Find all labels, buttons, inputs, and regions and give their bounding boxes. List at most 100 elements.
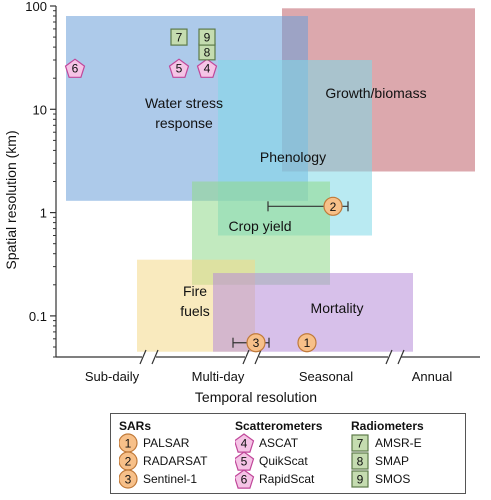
- y-axis-label: Spatial resolution (km): [3, 130, 19, 269]
- legend-marker: 7: [351, 434, 369, 452]
- legend-marker-9: 9: [351, 470, 369, 488]
- marker-shape: [297, 333, 317, 353]
- legend-label: SMOS: [375, 472, 411, 486]
- legend-item: 4 ASCAT: [235, 433, 322, 453]
- legend-marker-3: 3: [119, 469, 138, 489]
- legend-marker-5: 5: [235, 451, 255, 471]
- sensor-marker-5: 5: [168, 58, 190, 78]
- marker-number: 1: [125, 437, 132, 451]
- x-tick-label: Multi-day: [192, 369, 245, 384]
- marker-number: 5: [241, 455, 248, 469]
- y-tick-label: 1: [40, 206, 47, 221]
- legend-item: 1 PALSAR: [119, 433, 207, 453]
- sensor-marker-9: 9: [198, 28, 216, 46]
- marker-shape: [351, 434, 369, 452]
- legend-label: SMAP: [375, 454, 410, 468]
- legend-label: RapidScat: [259, 472, 315, 486]
- legend-marker: 9: [351, 470, 369, 488]
- legend-label: AMSR-E: [375, 436, 422, 450]
- marker-number: 2: [125, 455, 132, 469]
- marker-number: 8: [357, 455, 364, 469]
- marker-shape: [235, 469, 255, 489]
- marker-number: 5: [176, 62, 183, 76]
- marker-shape: [196, 58, 218, 78]
- regions-layer: [66, 8, 475, 352]
- marker-shape: [323, 196, 343, 216]
- marker-shape: [198, 28, 216, 46]
- y-tick-label: 0.1: [29, 309, 47, 324]
- marker-shape: [168, 58, 190, 78]
- marker-number: 9: [357, 473, 364, 487]
- legend-marker: 5: [235, 451, 255, 471]
- legend-label: PALSAR: [143, 436, 190, 450]
- legend-item: 2 RADARSAT: [119, 451, 208, 471]
- region-label: Crop yield: [228, 218, 291, 234]
- sensor-marker-2: 2: [323, 196, 343, 216]
- marker-number: 3: [253, 336, 260, 350]
- chart-canvas: 100 10 1 0.1 Sub-daily Multi-day Seasonal Annua…: [3, 0, 480, 405]
- legend-group-scatterometers: Scatterometers 4 ASCAT 5 QuikScat 6 RapidScat: [235, 418, 323, 489]
- legend-marker: 2: [119, 451, 138, 471]
- y-tick-label: 10: [33, 102, 47, 117]
- marker-number: 2: [330, 200, 337, 214]
- axes-layer: 100 10 1 0.1 Sub-daily Multi-day Seasonal Annua…: [25, 0, 480, 384]
- x-axis-label: Temporal resolution: [195, 389, 317, 405]
- axis-break: [385, 349, 393, 365]
- sensor-marker-4: 4: [196, 58, 218, 78]
- legend-marker-8: 8: [351, 452, 369, 470]
- axis-break: [254, 349, 262, 365]
- region-label: Water stress: [145, 95, 223, 111]
- legend-item: 9 SMOS: [351, 470, 424, 488]
- legend-group-sars: SARs 1 PALSAR 2 RADARSAT 3 Sentinel-1: [119, 418, 208, 489]
- marker-number: 6: [72, 62, 79, 76]
- sensor-marker-3: 3: [246, 333, 266, 353]
- legend-group-radiometers: Radiometers 7 AMSR-E 8 SMAP 9 SMOS: [351, 418, 424, 488]
- marker-number: 9: [204, 31, 211, 45]
- region-label: response: [155, 115, 213, 131]
- y-tick-label: 100: [25, 0, 47, 14]
- legend-item: 5 QuikScat: [235, 451, 322, 471]
- sensor-marker-1: 1: [297, 333, 317, 353]
- legend-label: ASCAT: [259, 436, 299, 450]
- legend-marker: 8: [351, 452, 369, 470]
- axis-break: [139, 349, 147, 365]
- marker-number: 8: [204, 45, 211, 59]
- sensor-marker-6: 6: [64, 58, 86, 78]
- marker-shape: [64, 58, 86, 78]
- legend-item: 8 SMAP: [351, 452, 424, 470]
- legend-marker-7: 7: [351, 434, 369, 452]
- region-label: Mortality: [311, 300, 364, 316]
- marker-number: 3: [125, 473, 132, 487]
- x-tick-label: Annual: [412, 369, 453, 384]
- marker-number: 1: [304, 336, 311, 350]
- legend-group-title: Radiometers: [351, 419, 424, 433]
- marker-number: 6: [241, 473, 248, 487]
- marker-shape: [351, 470, 369, 488]
- legend-group-title: Scatterometers: [235, 419, 323, 433]
- marker-shape: [170, 28, 188, 46]
- marker-shape: [119, 469, 138, 489]
- region-label: fuels: [180, 303, 210, 319]
- marker-shape: [351, 452, 369, 470]
- legend-marker: 6: [235, 469, 255, 489]
- x-tick-label: Sub-daily: [85, 369, 140, 384]
- legend-item: 7 AMSR-E: [351, 434, 424, 452]
- legend-item: 6 RapidScat: [235, 469, 322, 489]
- region-label: Phenology: [260, 149, 326, 165]
- legend-marker-2: 2: [119, 451, 138, 471]
- axis-break: [151, 349, 159, 365]
- legend: SARs 1 PALSAR 2 RADARSAT 3 Sentinel-1 Scattero…: [110, 413, 466, 494]
- sensor-marker-8: 8: [198, 43, 216, 61]
- legend-marker: 1: [119, 433, 138, 453]
- region-label: Growth/biomass: [325, 85, 426, 101]
- axis-break: [397, 349, 405, 365]
- legend-label: RADARSAT: [143, 454, 208, 468]
- legend-marker-6: 6: [235, 469, 255, 489]
- marker-number: 7: [357, 437, 364, 451]
- legend-marker-4: 4: [235, 433, 255, 453]
- legend-marker: 3: [119, 469, 138, 489]
- marker-number: 4: [204, 62, 211, 76]
- legend-marker-1: 1: [119, 433, 138, 453]
- legend-group-title: SARs: [119, 419, 152, 433]
- x-tick-label: Seasonal: [299, 369, 353, 384]
